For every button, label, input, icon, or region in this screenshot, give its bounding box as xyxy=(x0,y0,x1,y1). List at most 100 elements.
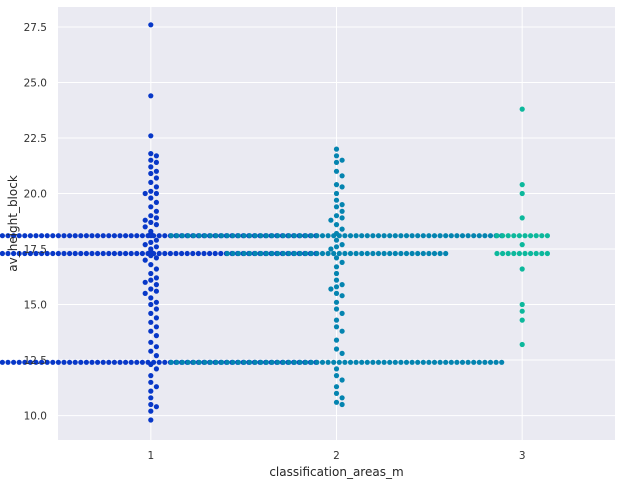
data-point xyxy=(148,248,154,254)
data-point xyxy=(148,157,154,163)
data-point xyxy=(134,233,140,239)
data-point xyxy=(153,190,159,197)
data-point xyxy=(303,233,309,239)
data-point xyxy=(148,233,154,239)
data-point xyxy=(148,339,154,345)
data-point xyxy=(139,359,145,365)
data-point xyxy=(148,373,154,379)
data-point xyxy=(202,359,208,365)
data-point xyxy=(235,250,242,257)
data-point xyxy=(148,22,154,28)
data-point xyxy=(148,388,154,394)
data-point xyxy=(148,151,154,157)
data-point xyxy=(269,250,275,257)
data-point xyxy=(297,359,303,365)
data-point xyxy=(339,202,345,208)
data-point xyxy=(339,215,345,221)
data-point xyxy=(83,359,89,365)
data-point xyxy=(247,359,253,365)
data-point xyxy=(50,233,56,239)
data-point xyxy=(328,246,334,252)
data-point xyxy=(258,359,264,365)
data-point xyxy=(437,233,443,239)
data-point xyxy=(78,250,84,257)
data-point xyxy=(142,190,148,197)
data-point xyxy=(494,233,500,239)
data-point xyxy=(184,250,190,257)
data-point xyxy=(443,233,449,239)
data-point xyxy=(156,250,162,257)
data-point xyxy=(291,359,298,365)
data-point xyxy=(339,157,345,163)
data-point xyxy=(148,188,154,194)
data-point xyxy=(78,233,84,239)
data-point xyxy=(191,359,197,365)
data-point xyxy=(153,344,159,350)
data-point xyxy=(308,233,314,239)
data-point xyxy=(111,359,117,365)
data-point xyxy=(190,250,196,257)
data-point xyxy=(106,250,112,257)
data-point xyxy=(241,250,247,257)
data-point xyxy=(153,184,159,190)
data-point xyxy=(153,199,159,205)
y-tick-label: 22.5 xyxy=(24,133,47,145)
data-point xyxy=(5,233,11,239)
data-point xyxy=(247,233,253,239)
data-point xyxy=(459,359,466,365)
data-point xyxy=(95,233,101,239)
data-point xyxy=(142,279,148,285)
data-point xyxy=(505,233,511,239)
data-point xyxy=(319,250,326,257)
data-point xyxy=(476,359,482,365)
data-point xyxy=(0,359,5,365)
data-point xyxy=(44,250,50,257)
data-point xyxy=(333,399,340,405)
data-point xyxy=(269,233,275,239)
data-point xyxy=(511,233,517,239)
data-point xyxy=(148,286,154,292)
data-point xyxy=(156,233,162,239)
data-point xyxy=(519,341,525,348)
data-point xyxy=(230,359,236,365)
data-point xyxy=(339,377,345,383)
data-point xyxy=(471,359,477,365)
data-point xyxy=(333,317,340,323)
data-point xyxy=(148,270,154,277)
data-point xyxy=(339,395,345,401)
data-point xyxy=(224,250,230,257)
data-point xyxy=(258,250,264,257)
data-point xyxy=(387,250,393,257)
data-point xyxy=(269,359,275,365)
data-point xyxy=(191,233,197,239)
data-point xyxy=(353,250,359,257)
data-point xyxy=(153,237,159,243)
data-point xyxy=(482,359,488,365)
data-point xyxy=(381,359,387,365)
data-point xyxy=(148,328,154,334)
x-tick-label: 2 xyxy=(333,450,340,462)
data-point xyxy=(117,250,123,257)
data-point xyxy=(148,379,154,385)
data-point xyxy=(398,359,404,365)
data-point xyxy=(522,233,528,239)
data-point xyxy=(174,359,180,365)
data-point xyxy=(78,359,84,365)
data-point xyxy=(153,168,159,174)
data-point xyxy=(148,295,154,301)
data-point xyxy=(207,359,214,365)
data-point xyxy=(333,366,340,372)
data-point xyxy=(153,366,159,372)
data-point xyxy=(67,233,73,239)
data-point xyxy=(142,242,148,248)
data-point xyxy=(89,250,95,257)
data-point xyxy=(522,250,528,257)
data-point xyxy=(213,359,219,365)
data-point xyxy=(426,359,432,365)
data-point xyxy=(465,359,471,365)
data-point xyxy=(207,233,214,239)
data-point xyxy=(168,233,174,239)
data-point xyxy=(519,190,525,197)
data-point xyxy=(420,250,426,257)
